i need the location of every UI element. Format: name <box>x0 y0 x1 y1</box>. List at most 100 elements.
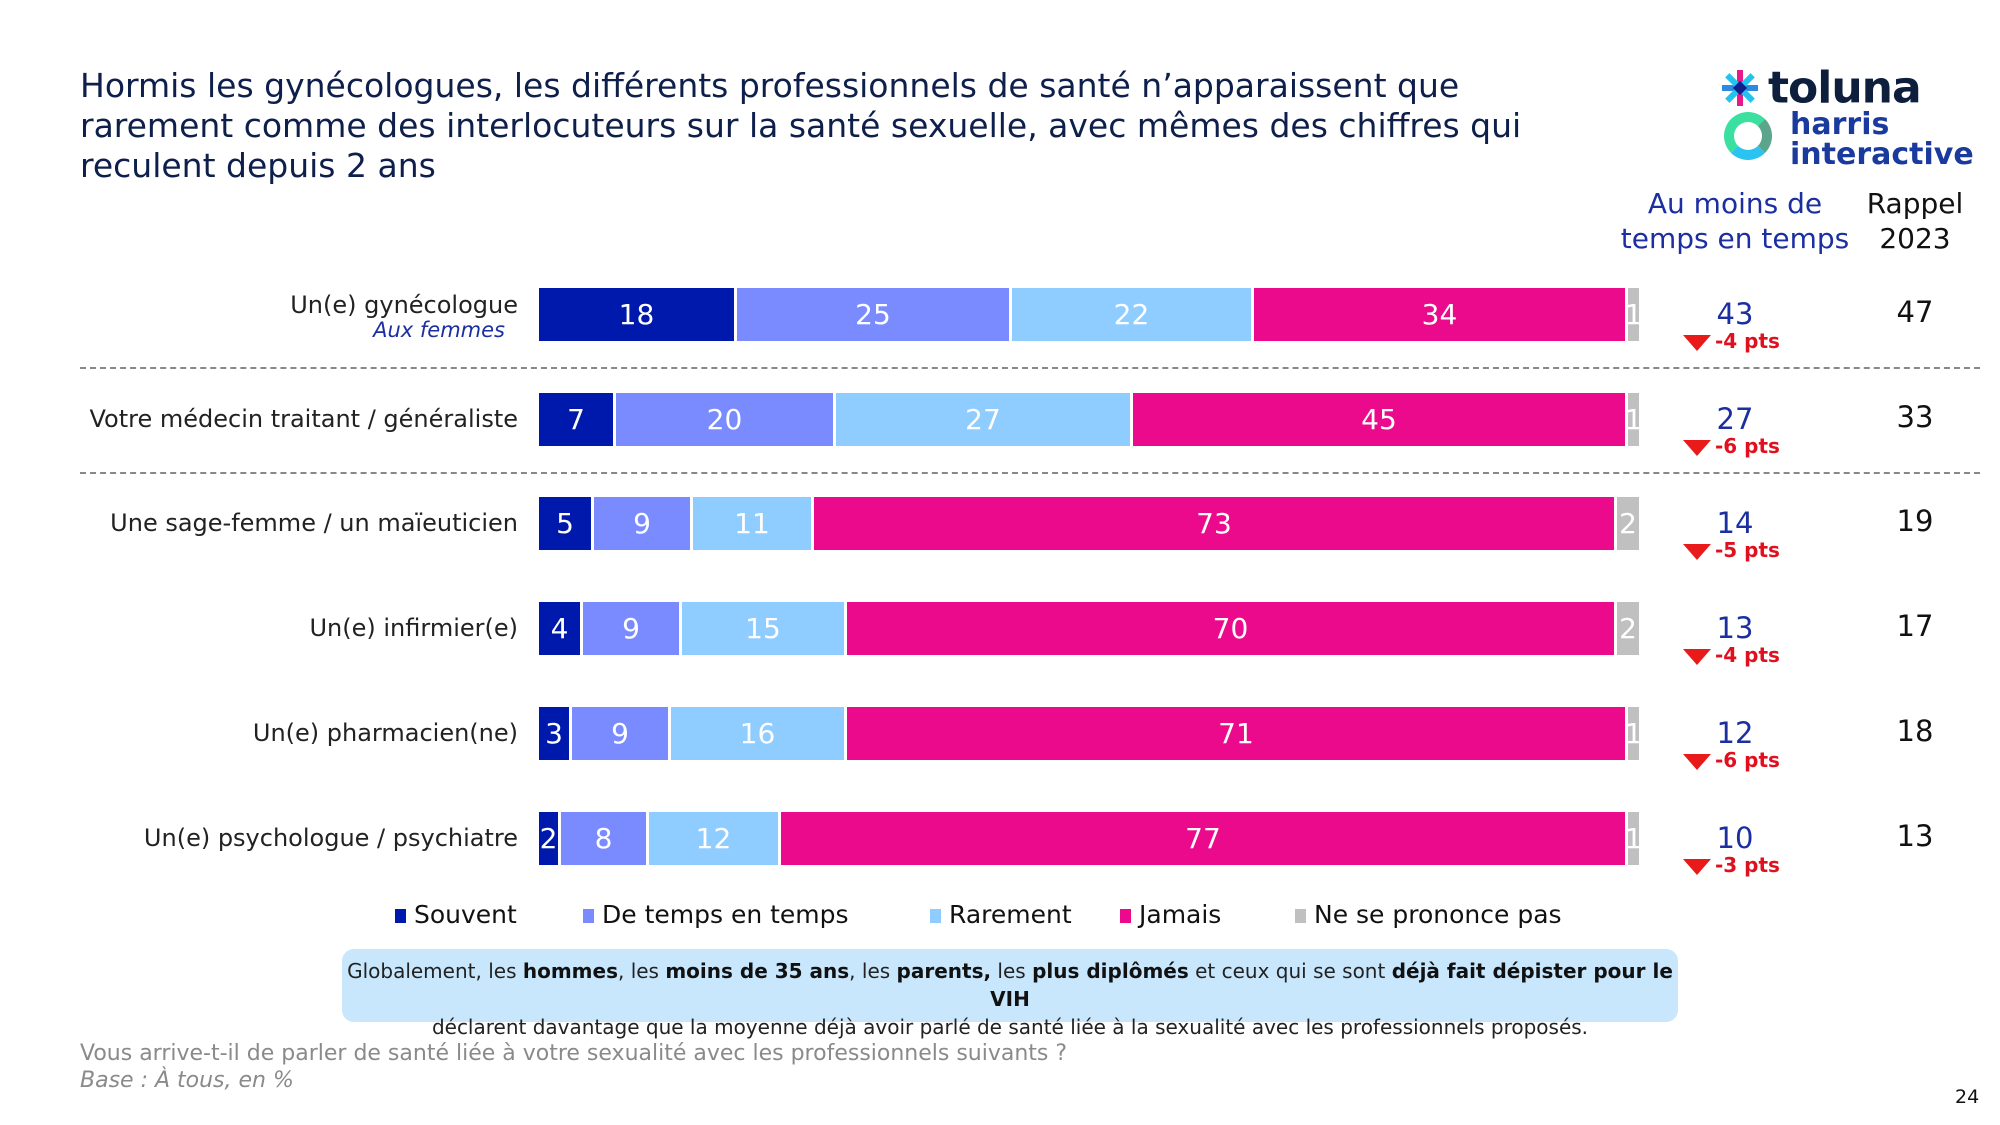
note-text: Globalement, les <box>347 959 523 983</box>
recall-column-header: Rappel 2023 <box>1866 187 1964 255</box>
footer: Vous arrive-t-il de parler de santé liée… <box>80 1040 1067 1094</box>
note-emphasis: hommes <box>522 959 618 983</box>
bar-segment-rarement: 27 <box>836 393 1133 446</box>
down-triangle-icon <box>1683 858 1711 875</box>
note-emphasis: parents, <box>896 959 992 983</box>
category-label: Un(e) gynécologue <box>290 291 518 319</box>
bar-segment-ne-se-prononce-pas: 1 <box>1628 393 1639 446</box>
brand-logo: toluna harris interactive <box>1720 60 1990 180</box>
bar-segment-de-temps-en-temps: 9 <box>594 497 693 550</box>
evolution-text: -6 pts <box>1715 434 1780 458</box>
bar-segment-jamais: 45 <box>1133 393 1628 446</box>
bar-segment-souvent: 5 <box>539 497 594 550</box>
bar-segment-jamais: 70 <box>847 602 1617 655</box>
legend-swatch <box>1120 909 1131 923</box>
recall-2023-value: 13 <box>1896 819 1934 853</box>
down-triangle-icon <box>1683 439 1711 456</box>
bar-segment-jamais: 71 <box>847 707 1628 760</box>
bar-segment-rarement: 15 <box>682 602 847 655</box>
recall-2023-value: 19 <box>1896 504 1934 538</box>
harris-ring-icon <box>1724 112 1772 160</box>
bar-segment-de-temps-en-temps: 9 <box>572 707 671 760</box>
bar-segment-souvent: 2 <box>539 812 561 865</box>
row-separator <box>80 472 1980 474</box>
note-text: , les <box>617 959 666 983</box>
note-text: , les <box>849 959 897 983</box>
bar-segment-ne-se-prononce-pas: 1 <box>1628 288 1639 341</box>
summary-value: 10 <box>1716 821 1754 855</box>
recall-2023-value: 17 <box>1896 609 1934 643</box>
stacked-bar: 4 9 15 70 2 <box>539 602 1639 655</box>
category-label: Un(e) psychologue / psychiatre <box>143 824 518 852</box>
toluna-logo: toluna <box>1720 60 1922 114</box>
category-label: Votre médecin traitant / généraliste <box>89 405 518 433</box>
bar-segment-de-temps-en-temps: 9 <box>583 602 682 655</box>
legend-item-ne-se-prononce-pas: Ne se prononce pas <box>1295 900 1562 929</box>
legend-item-jamais: Jamais <box>1120 900 1221 929</box>
summary-value: 43 <box>1716 297 1754 331</box>
slide-title: Hormis les gynécologues, les différents … <box>80 66 1522 185</box>
legend-swatch <box>395 909 406 923</box>
asterisk-logo-icon <box>1722 70 1758 106</box>
legend-swatch <box>583 909 594 923</box>
bar-segment-jamais: 77 <box>781 812 1628 865</box>
recall-2023-value: 33 <box>1896 400 1934 434</box>
question-text: Vous arrive-t-il de parler de santé liée… <box>80 1041 1068 1066</box>
row-separator <box>80 367 1980 369</box>
bar-segment-souvent: 4 <box>539 602 583 655</box>
down-triangle-icon <box>1683 543 1711 560</box>
bar-segment-ne-se-prononce-pas: 2 <box>1617 497 1639 550</box>
summary-value: 12 <box>1716 716 1754 750</box>
insight-note-box: Globalement, les hommes, les moins de 35… <box>342 949 1678 1039</box>
note-text: les <box>991 959 1033 983</box>
page-number: 24 <box>1955 1086 1980 1108</box>
note-emphasis: déjà fait dépister pour le VIH <box>990 959 1673 1011</box>
category-label: Une sage-femme / un maïeuticien <box>110 509 518 537</box>
legend-label: Souvent <box>414 900 517 929</box>
summary-value: 14 <box>1716 506 1754 540</box>
evolution-badge: -6 pts <box>1683 748 1780 772</box>
bar-segment-de-temps-en-temps: 8 <box>561 812 649 865</box>
bar-segment-souvent: 3 <box>539 707 572 760</box>
note-emphasis: moins de 35 ans <box>665 959 850 983</box>
bar-segment-rarement: 16 <box>671 707 847 760</box>
category-label: Un(e) infirmier(e) <box>309 614 518 642</box>
stacked-bar: 2 8 12 77 1 <box>539 812 1639 865</box>
evolution-badge: -4 pts <box>1683 643 1780 667</box>
stacked-bar: 3 9 16 71 1 <box>539 707 1639 760</box>
bar-segment-souvent: 7 <box>539 393 616 446</box>
legend-label: Jamais <box>1139 900 1222 929</box>
bar-segment-rarement: 22 <box>1012 288 1254 341</box>
evolution-text: -4 pts <box>1715 643 1780 667</box>
legend-item-souvent: Souvent <box>395 900 517 929</box>
evolution-badge: -4 pts <box>1683 329 1780 353</box>
base-text: Base : À tous, en % <box>80 1068 294 1093</box>
evolution-text: -4 pts <box>1715 329 1780 353</box>
stacked-bar: 7 20 27 45 1 <box>539 393 1639 446</box>
bar-segment-de-temps-en-temps: 20 <box>616 393 836 446</box>
legend-swatch <box>930 909 941 923</box>
stacked-bar: 18 25 22 34 1 <box>539 288 1639 341</box>
bar-segment-rarement: 11 <box>693 497 814 550</box>
harris-logo-text: harris interactive <box>1790 107 1974 172</box>
bar-segment-ne-se-prononce-pas: 2 <box>1617 602 1639 655</box>
recall-2023-value: 18 <box>1896 714 1934 748</box>
legend-item-de-temps-en-temps: De temps en temps <box>583 900 849 929</box>
down-triangle-icon <box>1683 648 1711 665</box>
legend-item-rarement: Rarement <box>930 900 1072 929</box>
legend-label: Ne se prononce pas <box>1314 900 1562 929</box>
category-note: Aux femmes <box>373 318 505 342</box>
note-text: et ceux qui se sont <box>1188 959 1392 983</box>
evolution-badge: -6 pts <box>1683 434 1780 458</box>
note-line-2: déclarent davantage que la moyenne déjà … <box>431 1015 1589 1039</box>
bar-segment-ne-se-prononce-pas: 1 <box>1628 812 1639 865</box>
evolution-badge: -5 pts <box>1683 538 1780 562</box>
note-line-1: Globalement, les hommes, les moins de 35… <box>342 957 1678 1013</box>
bar-segment-rarement: 12 <box>649 812 781 865</box>
stacked-bar: 5 9 11 73 2 <box>539 497 1639 550</box>
summary-value: 13 <box>1716 611 1754 645</box>
legend-swatch <box>1295 909 1306 923</box>
bar-segment-ne-se-prononce-pas: 1 <box>1628 707 1639 760</box>
evolution-text: -5 pts <box>1715 538 1780 562</box>
bar-segment-jamais: 34 <box>1254 288 1628 341</box>
